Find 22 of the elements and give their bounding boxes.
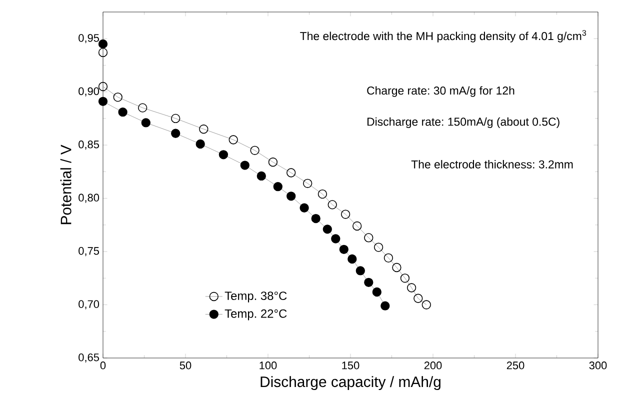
- annotation: The electrode thickness: 3.2mm: [411, 160, 573, 168]
- x-tick-label: 200: [424, 362, 442, 370]
- x-tick-label: 0: [100, 362, 106, 370]
- y-tick-label: 0,65: [78, 353, 100, 363]
- annotation: Discharge rate: 150mA/g (about 0.5C): [367, 117, 560, 128]
- annotation: The electrode with the MH packing density of 4.01 g/cm$^{3}$: [300, 30, 586, 42]
- legend-label: Temp. 22°C: [224, 309, 287, 320]
- y-tick-label: 0,90: [78, 87, 100, 96]
- y-tick-label: 0,70: [78, 300, 100, 310]
- y-tick-label: 0,80: [78, 194, 100, 203]
- x-tick-label: 250: [506, 362, 524, 370]
- y-tick-label: 0,85: [78, 140, 100, 150]
- y-tick-label: 0,75: [78, 247, 100, 256]
- annotation: Charge rate: 30 mA/g for 12h: [367, 86, 514, 97]
- x-tick-label: 300: [589, 362, 607, 370]
- x-tick-label: 150: [342, 362, 360, 370]
- x-tick-label: 100: [260, 362, 277, 370]
- x-tick-label: 50: [180, 362, 192, 370]
- y-tick-label: 0,95: [78, 34, 100, 44]
- y-axis-title: Potential / V: [60, 144, 72, 224]
- legend-label: Temp. 38°C: [224, 292, 287, 302]
- x-axis-title: Discharge capacity / mAh/g: [260, 376, 440, 390]
